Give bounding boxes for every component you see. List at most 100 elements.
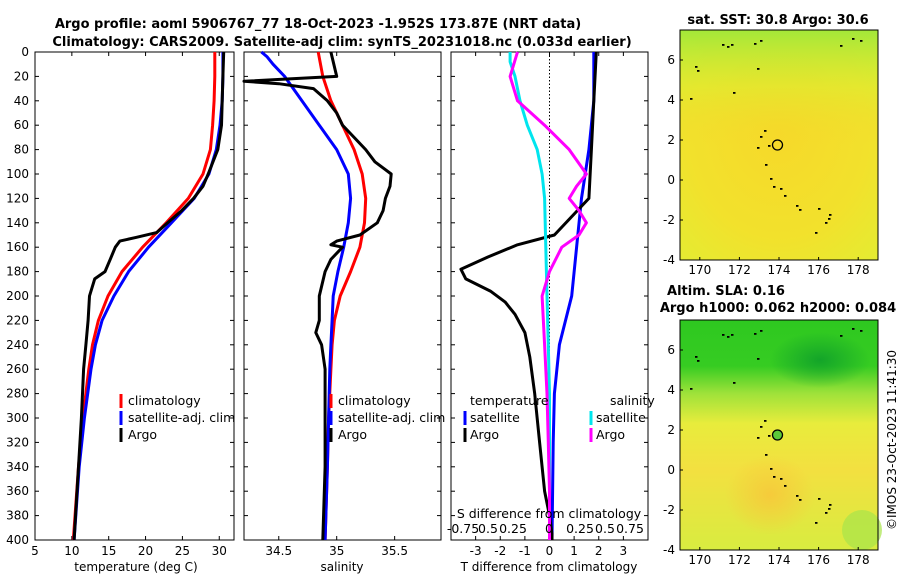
island-dot [829, 504, 832, 506]
s-diff-tick-label: 0 [545, 521, 553, 536]
sla-high-anomaly [725, 455, 815, 535]
island-dot [727, 46, 730, 48]
island-dot [722, 44, 725, 46]
legend-label-satellite: satellite-adj. clim [338, 410, 445, 425]
island-dot [828, 508, 831, 510]
map-x-tick-label: 170 [688, 263, 711, 277]
series-line-salinity-satellite [508, 52, 551, 540]
island-dot [828, 218, 831, 220]
map-y-tick-label: -2 [663, 503, 675, 517]
island-dot [852, 328, 855, 330]
s-diff-tick-label: 0.25 [566, 521, 594, 536]
x-tick-label: 35.5 [381, 544, 408, 558]
legend-label-climatology: climatology [128, 393, 201, 408]
depth-tick-label: 260 [6, 362, 29, 376]
x-tick-label: 20 [138, 544, 153, 558]
sla-map-axes: 170 172 174 176 178 6 4 2 0 -2 -4 [663, 343, 870, 567]
s-difference-axis: S difference from climatology -0.750.5 0.… [447, 506, 644, 536]
island-markers [690, 328, 863, 524]
sla-low-anomaly [770, 332, 870, 388]
x-tick-label: 25 [175, 544, 190, 558]
island-dot [780, 478, 783, 480]
island-dot [695, 66, 698, 68]
island-dot [773, 476, 776, 478]
legend-heading-salinity: salinity [610, 393, 655, 408]
x-tick-label: 15 [101, 544, 116, 558]
island-dot [722, 334, 725, 336]
temperature-plot-area [34, 51, 235, 541]
s-diff-tick-label: 0.5 [595, 521, 615, 536]
depth-tick-label: 0 [21, 45, 29, 59]
island-dot [697, 70, 700, 72]
s-difference-label: S difference from climatology [457, 506, 642, 521]
series-line-climatology [71, 52, 217, 541]
map-x-tick-label: 170 [688, 553, 711, 567]
map-x-tick-label: 172 [728, 263, 751, 277]
x-tick-label: 5 [31, 544, 39, 558]
depth-tick-label: 120 [6, 191, 29, 205]
depth-tick-label: 340 [6, 460, 29, 474]
argo-location-marker [771, 139, 784, 151]
island-dot [754, 333, 757, 335]
map-y-tick-label: 2 [667, 133, 675, 147]
legend-label-sal-argo: Argo [596, 427, 625, 442]
x-tick-label: 35 [329, 544, 344, 558]
series-line-salinity-argo [508, 51, 588, 540]
s-diff-tick-label: 0.75 [616, 521, 644, 536]
island-dot [825, 512, 828, 514]
depth-tick-label: 160 [6, 240, 29, 254]
legend-label-argo: Argo [338, 427, 367, 442]
island-dot [765, 164, 768, 166]
depth-tick-label: 140 [6, 216, 29, 230]
depth-tick-label: 60 [14, 118, 29, 132]
depth-tick-label: 400 [6, 533, 29, 547]
temperature-legend: climatology satellite-adj. clim Argo [119, 393, 235, 442]
series-line-temperature-argo [459, 51, 598, 540]
island-dot [731, 44, 734, 46]
island-dot [815, 522, 818, 524]
sst-map-title: sat. SST: 30.8 Argo: 30.6 [687, 13, 868, 28]
island-dot [757, 358, 760, 360]
map-y-tick-label: -4 [663, 543, 675, 557]
island-dot [840, 335, 843, 337]
difference-xlabel: T difference from climatology [460, 560, 638, 574]
island-dot [768, 435, 771, 437]
depth-tick-label: 320 [6, 435, 29, 449]
island-dot [860, 330, 863, 332]
map-y-tick-label: 4 [667, 93, 675, 107]
x-tick-label: 34.5 [265, 544, 292, 558]
map-y-tick-label: 0 [667, 173, 675, 187]
island-dot [784, 195, 787, 197]
imos-timestamp: ©IMOS 23-Oct-2023 11:41:30 [885, 350, 899, 530]
difference-legend: temperature salinity satellite Argo sate… [463, 393, 655, 442]
island-dot [760, 426, 763, 428]
map-y-tick-label: 2 [667, 423, 675, 437]
map-y-tick-label: 6 [667, 343, 675, 357]
sst-map: 170 172 174 176 178 6 4 2 0 -2 -4 [663, 29, 879, 277]
x-tick-label: 1 [570, 544, 578, 558]
map-x-tick-label: 172 [728, 553, 751, 567]
sst-map-axes: 170 172 174 176 178 6 4 2 0 -2 -4 [663, 53, 870, 277]
island-dot [765, 454, 768, 456]
island-dot [799, 209, 802, 211]
x-tick-label: 2 [595, 544, 603, 558]
island-dot [695, 356, 698, 358]
title-line1: Argo profile: aoml 5906767_77 18-Oct-202… [55, 17, 581, 32]
island-dot [760, 330, 763, 332]
island-dot [697, 360, 700, 362]
x-tick-label: 30 [212, 544, 227, 558]
island-dot [764, 130, 767, 132]
island-dot [690, 388, 693, 390]
island-dot [818, 208, 821, 210]
island-dot [796, 205, 799, 207]
x-tick-label: -3 [470, 544, 482, 558]
argo-location-marker [771, 429, 784, 441]
map-x-tick-label: 178 [847, 553, 870, 567]
s-diff-tick-label: 0.25 [499, 521, 527, 536]
island-dot [852, 38, 855, 40]
island-dot [780, 188, 783, 190]
depth-tick-label: 220 [6, 313, 29, 327]
island-dot [770, 178, 773, 180]
title-line2: Climatology: CARS2009. Satellite-adj cli… [52, 35, 631, 50]
island-dot [773, 186, 776, 188]
